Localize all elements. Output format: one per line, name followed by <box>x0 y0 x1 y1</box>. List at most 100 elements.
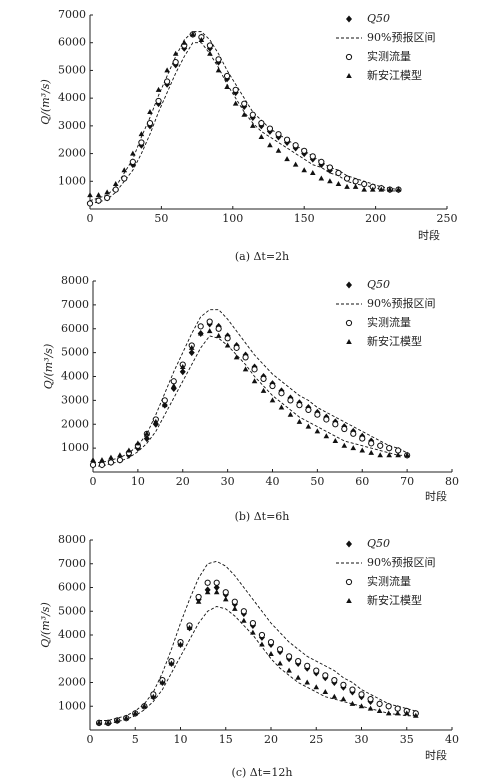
triangle-marker <box>188 344 195 350</box>
triangle-marker <box>213 589 220 595</box>
circle-marker <box>349 686 356 693</box>
circle-marker <box>240 608 247 615</box>
x-tick-label: 50 <box>154 212 168 225</box>
circle-marker <box>318 158 325 165</box>
circle-marker <box>121 175 128 182</box>
x-tick-label: 40 <box>266 475 280 488</box>
triangle-marker <box>395 452 401 458</box>
triangle-marker <box>313 684 320 690</box>
circle-marker <box>112 186 119 193</box>
circle-marker <box>358 691 365 698</box>
circle-marker <box>283 136 291 143</box>
triangle-marker <box>301 167 307 173</box>
triangle-marker <box>296 418 303 424</box>
circle-marker <box>386 445 393 452</box>
band-upper <box>89 31 399 202</box>
circle-marker <box>335 169 342 177</box>
legend-label: 90%预报区间 <box>367 555 435 569</box>
legend-label: 实测流量 <box>367 315 411 329</box>
x-tick-label: 25 <box>309 733 323 746</box>
triangle-marker <box>278 404 285 410</box>
circle-marker <box>326 164 334 171</box>
triangle-marker <box>413 712 419 718</box>
triangle-marker <box>241 111 248 117</box>
legend-label: 新安江模型 <box>367 593 422 607</box>
triangle-marker <box>340 696 347 702</box>
circle-marker <box>260 375 267 382</box>
triangle-marker <box>155 86 162 92</box>
triangle-marker <box>332 437 339 443</box>
triangle-marker <box>387 186 393 192</box>
y-tick-label: 6000 <box>58 581 86 594</box>
circle-marker <box>95 197 102 204</box>
circle-marker <box>314 411 321 418</box>
triangle-marker <box>359 447 366 453</box>
legend-marker <box>345 53 353 61</box>
circle-marker <box>233 344 240 351</box>
x-tick-label: 20 <box>176 475 190 488</box>
y-tick-label: 5000 <box>58 604 86 617</box>
triangle-marker <box>179 363 186 369</box>
y-tick-label: 5000 <box>61 346 89 359</box>
y-tick-label: 3000 <box>61 393 89 406</box>
circle-marker <box>275 131 282 138</box>
triangle-marker <box>198 36 205 42</box>
circle-marker <box>359 435 366 442</box>
triangle-marker <box>204 589 211 595</box>
legend-label: 实测流量 <box>367 49 411 63</box>
y-tick-label: 2000 <box>61 417 89 430</box>
triangle-marker <box>177 641 184 647</box>
x-tick-label: 150 <box>294 212 315 225</box>
triangle-marker <box>186 624 193 630</box>
triangle-marker <box>130 150 136 156</box>
triangle-marker <box>233 354 240 360</box>
x-tick-label: 70 <box>400 475 414 488</box>
circle-marker <box>269 382 276 390</box>
triangle-marker <box>95 192 102 198</box>
circle-marker <box>146 119 154 127</box>
x-tick-label: 250 <box>437 212 458 225</box>
x-tick-label: 10 <box>174 733 188 746</box>
triangle-marker <box>141 703 148 709</box>
triangle-marker <box>105 719 111 725</box>
triangle-marker <box>260 387 267 393</box>
y-tick-label: 5000 <box>58 63 86 76</box>
circle-marker <box>385 703 392 710</box>
circle-marker <box>138 139 145 146</box>
triangle-marker <box>350 445 357 451</box>
triangle-marker <box>150 693 157 699</box>
y-tick-label: 6000 <box>58 36 86 49</box>
triangle-marker <box>327 178 333 184</box>
triangle-marker <box>224 84 230 90</box>
circle-marker <box>343 175 351 182</box>
triangle-marker <box>349 700 356 706</box>
triangle-marker <box>190 31 196 37</box>
circle-marker <box>232 86 239 93</box>
triangle-marker <box>108 454 114 460</box>
diamond-marker <box>179 368 186 376</box>
triangle-marker <box>331 693 338 699</box>
x-tick-label: 0 <box>90 475 97 488</box>
legend-label: 90%预报区间 <box>367 30 435 44</box>
circle-marker <box>377 442 384 449</box>
legend-marker <box>346 15 352 23</box>
x-tick-label: 30 <box>355 733 369 746</box>
triangle-marker <box>117 452 123 458</box>
y-tick-label: 2000 <box>58 147 86 160</box>
triangle-marker <box>403 710 410 716</box>
triangle-marker <box>224 342 231 348</box>
triangle-marker <box>104 189 110 195</box>
circle-marker <box>249 111 256 118</box>
circle-marker <box>129 158 136 165</box>
triangle-marker <box>358 703 365 709</box>
circle-marker <box>89 461 97 468</box>
triangle-marker <box>318 175 325 181</box>
triangle-marker <box>287 411 294 417</box>
x-tick-label: 10 <box>131 475 145 488</box>
circle-marker <box>295 658 302 665</box>
diamond-marker <box>188 349 195 357</box>
circle-marker <box>206 318 213 325</box>
circle-marker <box>172 59 179 66</box>
circle-marker <box>164 78 171 85</box>
circle-marker <box>249 620 256 627</box>
